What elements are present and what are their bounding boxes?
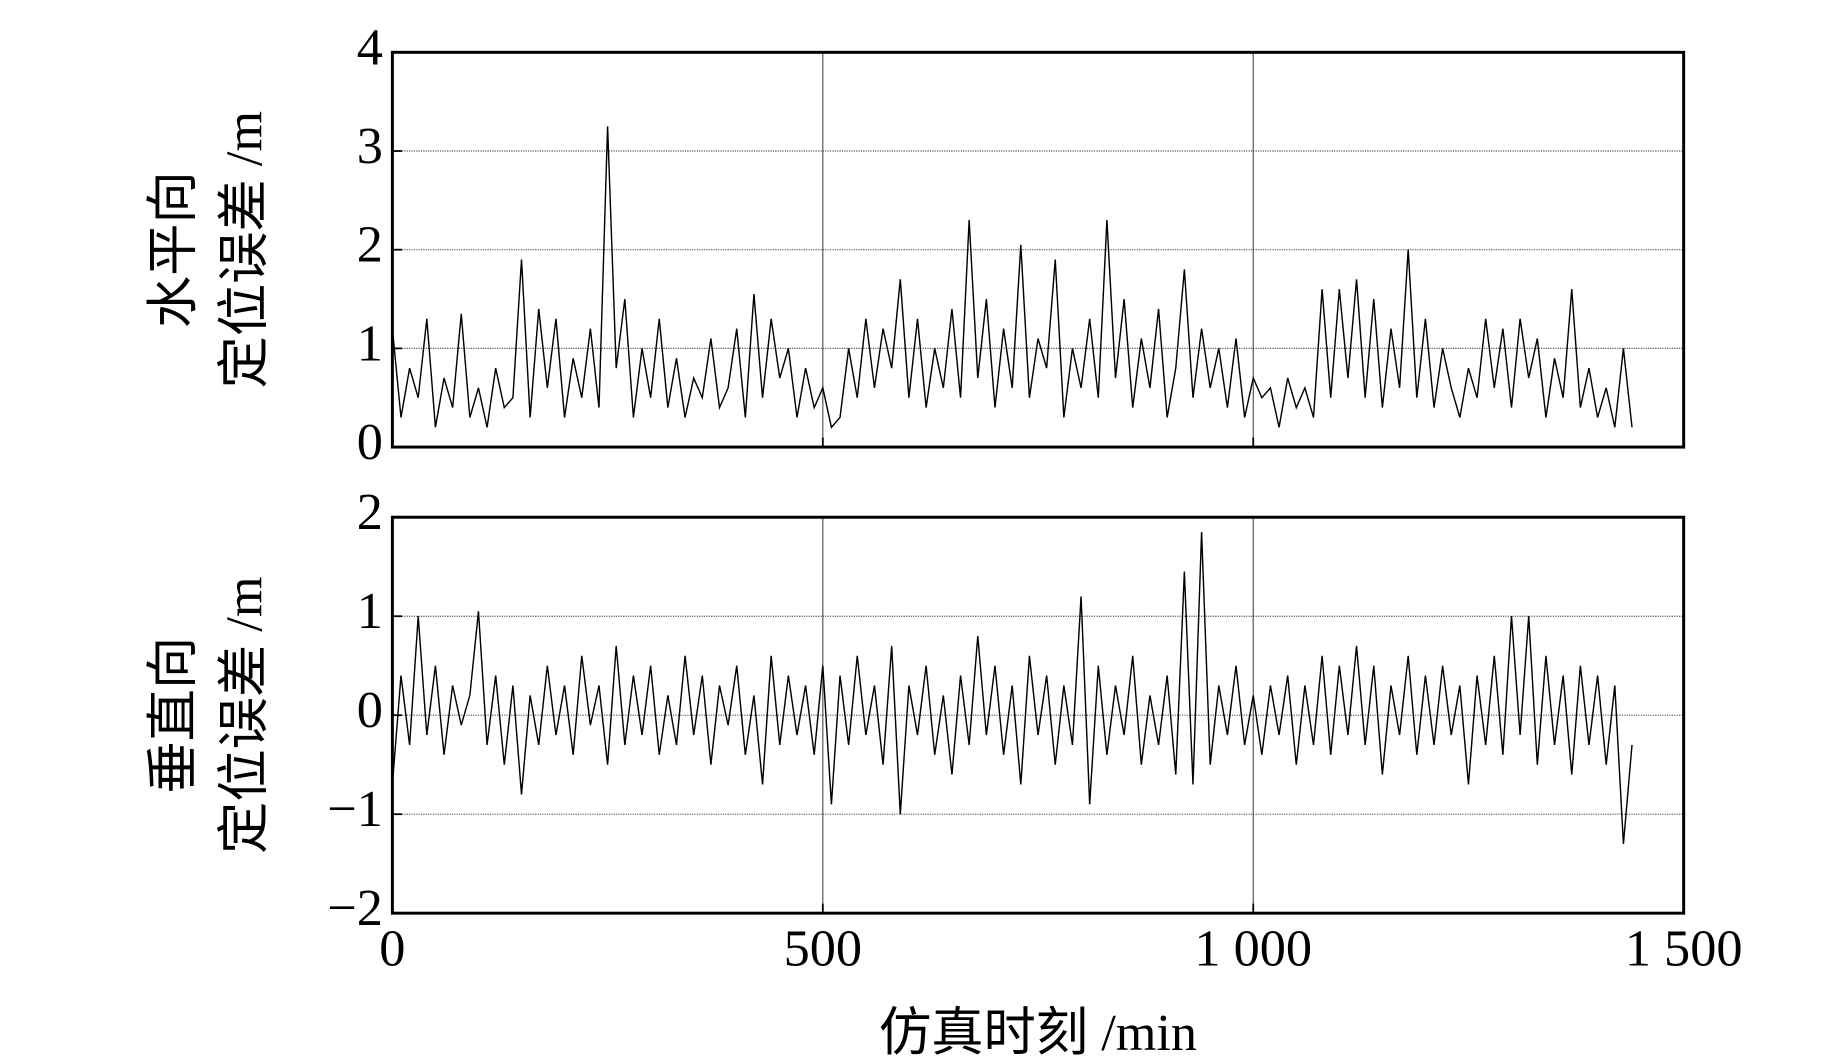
y-tick-label: 1 (357, 582, 383, 640)
y-axis-label: 定位误差 /m (216, 576, 274, 853)
y-axis-label: 定位误差 /m (216, 111, 274, 388)
data-line (391, 126, 1633, 429)
y-axis-label: 水平向 (144, 171, 202, 328)
y-tick-label: 1 (357, 314, 383, 372)
y-tick-label: 2 (357, 216, 383, 274)
plot-frame (390, 50, 1686, 449)
x-tick-label: 1 500 (1625, 920, 1743, 978)
x-tick-label: 1 000 (1194, 920, 1312, 978)
y-tick-label: 0 (357, 413, 383, 471)
y-tick-label: 3 (357, 117, 383, 175)
plot-frame (390, 515, 1686, 915)
y-tick-label: −1 (327, 780, 383, 838)
x-tick-label: 0 (379, 920, 405, 978)
y-axis-label: 垂直向 (144, 637, 202, 794)
x-tick-label: 500 (784, 920, 862, 978)
y-tick-label: 0 (357, 681, 383, 739)
data-line (391, 532, 1633, 844)
y-tick-label: 2 (357, 483, 383, 541)
y-tick-label: 4 (357, 18, 383, 76)
y-tick-label: −2 (327, 879, 383, 937)
x-axis-label: 仿真时刻 /min (879, 1004, 1197, 1062)
